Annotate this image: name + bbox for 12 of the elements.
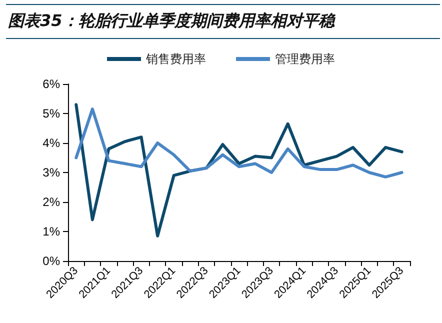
y-tick-label: 3% (42, 166, 60, 180)
chart-title: 图表35：轮胎行业单季度期间费用率相对平稳 (6, 4, 440, 39)
legend-label: 管理费用率 (275, 52, 335, 66)
y-tick-label: 1% (42, 224, 60, 238)
y-tick-label: 6% (42, 77, 60, 91)
line-series (74, 108, 404, 178)
y-tick-label: 4% (42, 136, 60, 150)
y-tick-label: 0% (42, 254, 60, 268)
y-tick-label: 5% (42, 106, 60, 120)
y-tick-label: 2% (42, 195, 60, 209)
line-series (74, 103, 404, 238)
legend-label: 销售费用率 (145, 52, 206, 66)
